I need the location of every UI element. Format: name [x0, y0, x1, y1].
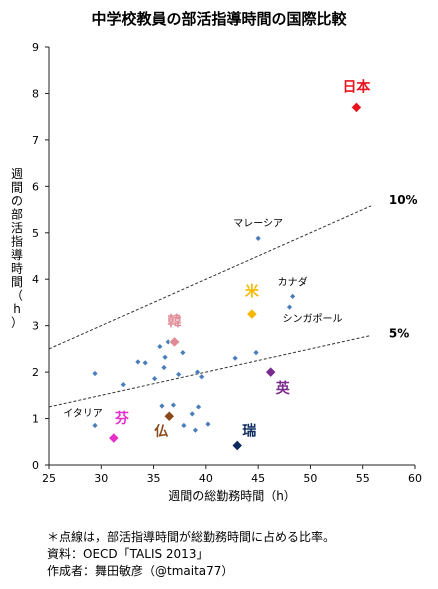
y-axis-label-char: （ — [11, 289, 23, 303]
y-tick-label: 5 — [32, 227, 39, 240]
data-point — [199, 374, 205, 380]
data-point — [135, 359, 141, 365]
y-tick-label: 2 — [32, 366, 39, 379]
y-axis-label-char: 間 — [11, 275, 23, 289]
y-tick-label: 7 — [32, 134, 39, 147]
data-point — [180, 350, 186, 356]
data-point — [205, 421, 211, 427]
data-point — [286, 304, 293, 310]
y-axis-label-char: h — [13, 302, 21, 316]
data-point — [120, 382, 126, 388]
data-point — [189, 411, 195, 417]
point-label: イタリア — [63, 408, 103, 420]
data-points — [92, 235, 296, 433]
reference-lines: 10% 5% — [48, 193, 418, 408]
footnote-note: ＊点線は，部活指導時間が総勤務時間に占める比率。 — [47, 530, 336, 544]
highlighted-point — [163, 410, 175, 422]
x-tick-label: 30 — [94, 472, 108, 485]
point-label: カナダ — [278, 275, 308, 288]
data-point — [195, 404, 202, 410]
y-tick-label: 9 — [32, 41, 39, 54]
data-point — [253, 350, 259, 356]
data-point — [162, 354, 168, 360]
data-point — [157, 343, 163, 350]
chart-title: 中学校教員の部活指導時間の国際比較 — [91, 10, 347, 28]
country-label: 韓 — [167, 313, 181, 330]
country-label: 芬 — [114, 410, 130, 427]
reference-line-label: 10% — [389, 193, 418, 207]
y-tick-label: 8 — [32, 87, 39, 100]
data-point — [255, 235, 261, 241]
data-point — [194, 369, 201, 375]
point-label: シンガポール — [283, 313, 343, 325]
data-point — [161, 364, 167, 371]
reference-line — [48, 205, 372, 350]
highlighted-point — [108, 432, 120, 444]
axes — [45, 46, 416, 469]
point-label: マレーシア — [233, 218, 283, 229]
highlighted-point — [246, 308, 258, 320]
highlighted-point — [265, 366, 277, 378]
highlighted-point — [168, 336, 181, 348]
y-tick-label: 3 — [32, 320, 39, 333]
y-axis-label-char: の — [11, 194, 23, 208]
x-tick-label: 55 — [356, 472, 370, 485]
data-point — [159, 403, 165, 409]
y-axis-label-char: ） — [11, 316, 23, 330]
x-tick-label: 50 — [303, 472, 317, 485]
data-point — [181, 422, 187, 429]
y-axis-label-char: 間 — [11, 181, 23, 195]
data-point — [232, 355, 238, 361]
y-tick-label: 0 — [32, 459, 39, 472]
country-label: 瑞 — [242, 422, 256, 439]
country-label: 仏 — [154, 424, 168, 440]
y-axis-label-char: 時 — [11, 262, 23, 276]
y-axis-label-char: 部 — [11, 207, 23, 222]
y-tick-labels: 0 1 2 3 4 5 6 7 8 9 — [32, 41, 39, 472]
country-label: 日本 — [342, 78, 371, 95]
data-point — [290, 293, 296, 300]
data-point — [176, 371, 182, 378]
x-axis-label: 週間の総勤務時間（h） — [168, 489, 296, 503]
x-tick-labels: 25 30 35 40 45 50 55 60 — [42, 472, 422, 485]
data-point — [165, 339, 171, 345]
y-tick-label: 4 — [32, 273, 39, 286]
y-axis-label-char: 導 — [11, 248, 23, 262]
data-point — [92, 370, 98, 377]
y-axis-label-char: 指 — [11, 234, 23, 249]
x-tick-label: 60 — [408, 472, 422, 485]
data-point — [152, 376, 158, 382]
x-tick-label: 45 — [251, 472, 265, 485]
highlighted-point — [231, 439, 243, 452]
reference-line — [48, 334, 372, 408]
reference-line-label: 5% — [389, 326, 409, 340]
x-tick-label: 40 — [199, 472, 213, 485]
data-point — [142, 360, 148, 366]
country-label: 米 — [245, 283, 260, 300]
data-point — [170, 402, 177, 408]
data-point — [92, 422, 98, 429]
footnote-source: 資料：OECD「TALIS 2013」 — [47, 547, 209, 561]
highlighted-point — [350, 101, 363, 114]
y-axis-label-char: 週 — [11, 167, 23, 181]
footnote-author: 作成者：舞田敏彦（@tmaita77） — [47, 564, 234, 578]
data-point — [192, 427, 198, 433]
y-tick-label: 6 — [32, 180, 39, 193]
x-tick-label: 25 — [42, 472, 56, 485]
y-tick-label: 1 — [32, 413, 39, 426]
y-axis-label-char: 活 — [11, 221, 23, 235]
country-label: 英 — [275, 380, 291, 397]
x-tick-label: 35 — [147, 472, 161, 485]
